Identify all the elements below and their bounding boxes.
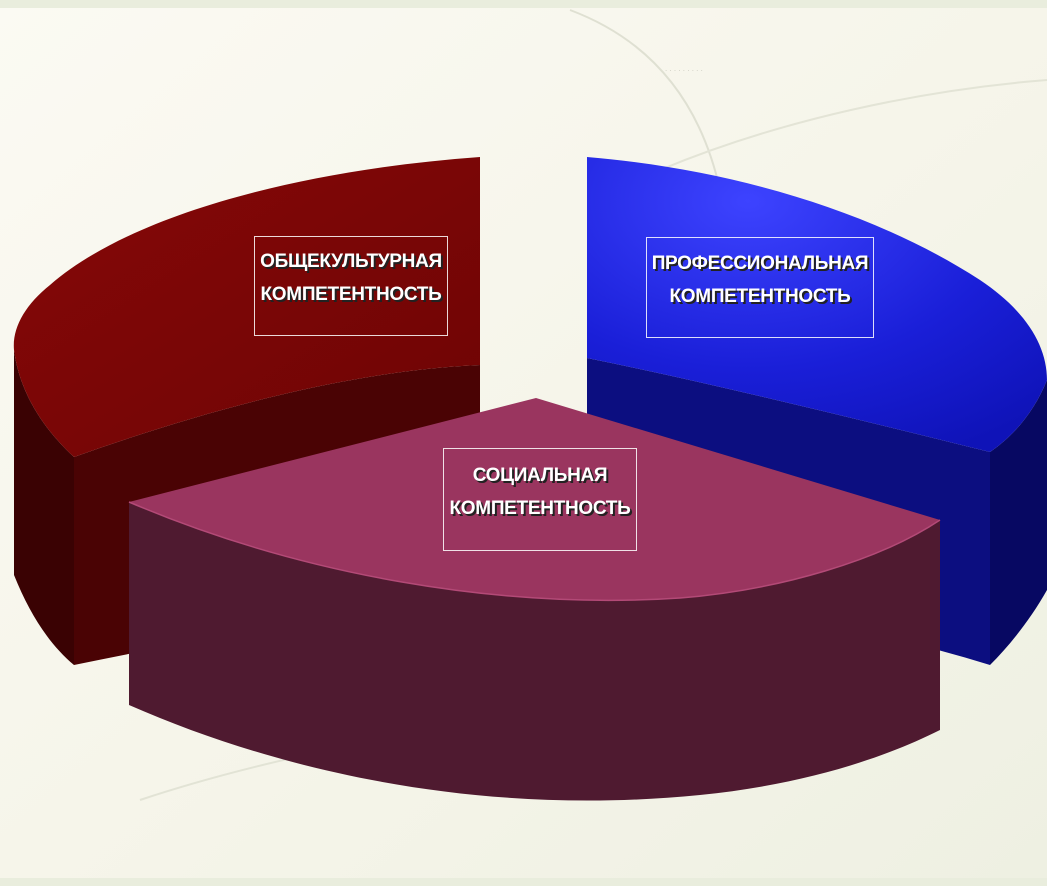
watermark-text: · · · · · · · · · bbox=[665, 67, 703, 75]
professional-label-line2: КОМПЕТЕНТНОСТЬ bbox=[669, 286, 851, 307]
top-border-strip bbox=[0, 0, 1047, 8]
professional-label-line1: ПРОФЕССИОНАЛЬНАЯ bbox=[651, 253, 869, 274]
social-label-line2: КОМПЕТЕНТНОСТЬ bbox=[449, 498, 631, 519]
social-segment-top bbox=[129, 398, 940, 601]
social-segment-rim bbox=[128, 501, 941, 602]
bottom-border-strip bbox=[0, 878, 1047, 886]
social-segment-side bbox=[129, 502, 940, 801]
general-segment-top bbox=[13, 157, 480, 457]
general-label-line2: КОМПЕТЕНТНОСТЬ bbox=[260, 284, 442, 305]
general-label-line1: ОБЩЕКУЛЬТУРНАЯ bbox=[260, 251, 442, 272]
professional-competence-label: ПРОФЕССИОНАЛЬНАЯ КОМПЕТЕНТНОСТЬ bbox=[646, 237, 874, 338]
social-competence-label: СОЦИАЛЬНАЯ КОМПЕТЕНТНОСТЬ bbox=[443, 448, 637, 551]
professional-segment-top bbox=[587, 157, 1047, 452]
social-label-line1: СОЦИАЛЬНАЯ bbox=[472, 465, 608, 486]
general-segment-side-left bbox=[14, 350, 74, 665]
background-curve bbox=[659, 79, 1047, 171]
background-curve bbox=[569, 9, 721, 191]
general-competence-label: ОБЩЕКУЛЬТУРНАЯ КОМПЕТЕНТНОСТЬ bbox=[254, 236, 448, 336]
professional-segment-side-right bbox=[990, 380, 1047, 665]
